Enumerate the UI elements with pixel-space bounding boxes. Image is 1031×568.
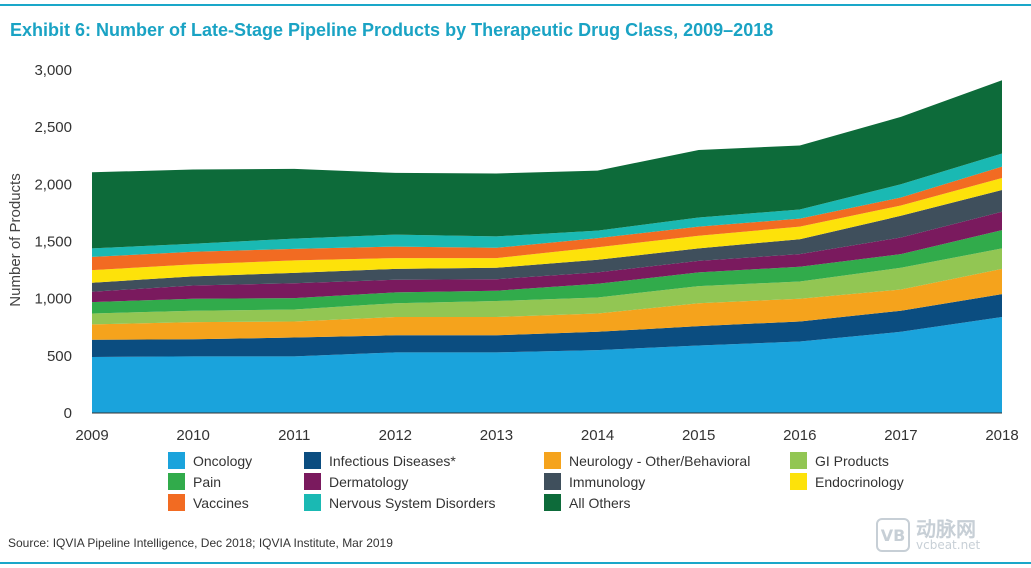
area-infectious-diseases: [92, 294, 1002, 357]
area-pain: [92, 230, 1002, 314]
y-tick-label: 1,000: [34, 291, 72, 308]
x-tick-label: 2017: [884, 427, 917, 444]
legend-item: Dermatology: [304, 473, 408, 490]
legend-swatch: [304, 494, 321, 511]
y-tick-label: 3,000: [34, 62, 72, 79]
watermark-brand-en: vcbeat.net: [916, 538, 981, 552]
legend-label: Infectious Diseases*: [329, 452, 456, 469]
area-oncology: [92, 317, 1002, 413]
legend-label: Immunology: [569, 473, 646, 490]
legend-label: All Others: [569, 494, 631, 511]
legend-swatch: [790, 473, 807, 490]
x-tick-label: 2010: [176, 427, 209, 444]
watermark-brand-cn: 动脉网: [916, 517, 976, 541]
legend-swatch: [304, 473, 321, 490]
legend-item: Neurology - Other/Behavioral: [544, 452, 750, 469]
legend-swatch: [790, 452, 807, 469]
y-tick-label: 2,000: [34, 176, 72, 193]
area-vaccines: [92, 166, 1002, 271]
legend-label: Dermatology: [329, 473, 409, 490]
x-tick-label: 2011: [278, 427, 310, 444]
y-axis-label: Number of Products: [7, 173, 24, 306]
legend-swatch: [168, 452, 185, 469]
y-tick-label: 1,500: [34, 234, 72, 251]
x-tick-label: 2015: [682, 427, 715, 444]
bottom-rule: [0, 562, 1031, 564]
x-tick-label: 2013: [480, 427, 513, 444]
area-immunology: [92, 190, 1002, 292]
legend-label: Pain: [193, 473, 222, 490]
legend-item: Endocrinology: [790, 473, 904, 490]
area-gi-products: [92, 248, 1002, 325]
source-note: Source: IQVIA Pipeline Intelligence, Dec…: [8, 536, 393, 550]
area-neurology-other-behavioral: [92, 268, 1002, 340]
legend-label: Nervous System Disorders: [329, 494, 496, 511]
watermark: VB 动脉网 vcbeat.net: [876, 518, 980, 552]
legend-item: Infectious Diseases*: [304, 452, 456, 469]
area-layers: [92, 80, 1002, 413]
legend-swatch: [544, 494, 561, 511]
legend-item: Oncology: [168, 452, 252, 469]
y-tick-label: 0: [64, 405, 72, 422]
y-tick-label: 2,500: [34, 119, 72, 136]
y-tick-labels: 0 500 1,000 1,500 2,000 2,500 3,000: [34, 62, 72, 422]
x-tick-label: 2016: [783, 427, 816, 444]
legend-item: Vaccines: [168, 494, 249, 511]
legend-label: GI Products: [815, 452, 889, 469]
legend-label: Oncology: [193, 452, 253, 469]
legend-label: Vaccines: [193, 494, 249, 511]
legend-swatch: [544, 473, 561, 490]
top-rule: [0, 4, 1031, 6]
x-tick-label: 2014: [581, 427, 614, 444]
x-tick-labels: 2009 2010 2011 2012 2013 2014 2015 2016 2017 2018: [75, 427, 1018, 444]
area-nervous-system-disorders: [92, 153, 1002, 257]
legend-swatch: [168, 494, 185, 511]
legend-label: Neurology - Other/Behavioral: [569, 452, 751, 469]
legend-item: Immunology: [544, 473, 645, 490]
chart-title: Exhibit 6: Number of Late-Stage Pipeline…: [10, 20, 774, 40]
legend-item: Pain: [168, 473, 221, 490]
legend-item: All Others: [544, 494, 630, 511]
y-tick-label: 500: [47, 348, 72, 365]
watermark-logo-icon: VB: [876, 518, 910, 552]
x-tick-label: 2009: [75, 427, 108, 444]
x-tick-label: 2012: [379, 427, 412, 444]
area-dermatology: [92, 211, 1002, 303]
legend-label: Endocrinology: [815, 473, 904, 490]
area-all-others: [92, 80, 1002, 249]
legend-swatch: [304, 452, 321, 469]
legend-swatch: [544, 452, 561, 469]
x-tick-label: 2018: [985, 427, 1018, 444]
legend-swatch: [168, 473, 185, 490]
area-endocrinology: [92, 178, 1002, 283]
legend-item: GI Products: [790, 452, 889, 469]
legend-item: Nervous System Disorders: [304, 494, 496, 511]
